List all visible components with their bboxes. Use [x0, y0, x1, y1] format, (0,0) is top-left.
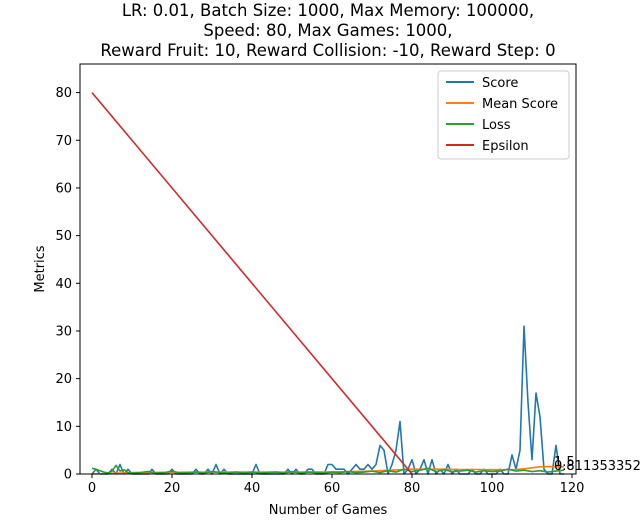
y-tick-label: 50: [55, 229, 72, 244]
y-tick-label: 20: [55, 372, 72, 387]
y-axis-label: Metrics: [33, 245, 48, 292]
y-tick-label: 10: [55, 420, 72, 435]
y-tick-label: 40: [55, 277, 72, 292]
plot-frame: [79, 63, 577, 475]
x-tick-label: 100: [480, 481, 505, 496]
x-tick-label: 120: [560, 481, 585, 496]
legend-label-mean-score: Mean Score: [482, 97, 558, 112]
y-tick-label: 60: [55, 181, 72, 196]
legend: Score Mean Score Loss Epsilon: [437, 70, 570, 160]
legend-label-loss: Loss: [482, 118, 511, 133]
chart-title-line-3: Reward Fruit: 10, Reward Collision: -10,…: [100, 41, 555, 60]
x-axis-ticks: 0 20 40 60 80 100 120: [88, 474, 585, 496]
legend-box: [437, 70, 570, 160]
x-axis-label: Number of Games: [269, 503, 388, 518]
x-tick-label: 60: [324, 481, 341, 496]
chart-title-line-2: Speed: 80, Max Games: 1000,: [203, 21, 452, 40]
legend-label-epsilon: Epsilon: [482, 139, 529, 154]
end-label-mean-score: 1.5: [554, 455, 575, 470]
series-line-loss: [91, 464, 565, 474]
chart-title: LR: 0.01, Batch Size: 1000, Max Memory: …: [100, 1, 555, 60]
x-tick-label: 0: [88, 481, 96, 496]
y-tick-label: 30: [55, 324, 72, 339]
y-tick-label: 0: [64, 468, 72, 483]
legend-label-score: Score: [482, 76, 518, 91]
series-line-epsilon: [91, 92, 413, 475]
end-label-loss: 0.8113533520: [554, 459, 640, 474]
y-tick-label: 70: [55, 134, 72, 149]
chart-title-line-1: LR: 0.01, Batch Size: 1000, Max Memory: …: [122, 1, 534, 20]
y-axis-ticks: 0 10 20 30 40 50 60 70 80: [55, 86, 80, 483]
y-tick-label: 80: [55, 86, 72, 101]
x-tick-label: 80: [404, 481, 421, 496]
x-tick-label: 20: [164, 481, 181, 496]
x-tick-label: 40: [244, 481, 261, 496]
series-layer: [91, 92, 565, 475]
